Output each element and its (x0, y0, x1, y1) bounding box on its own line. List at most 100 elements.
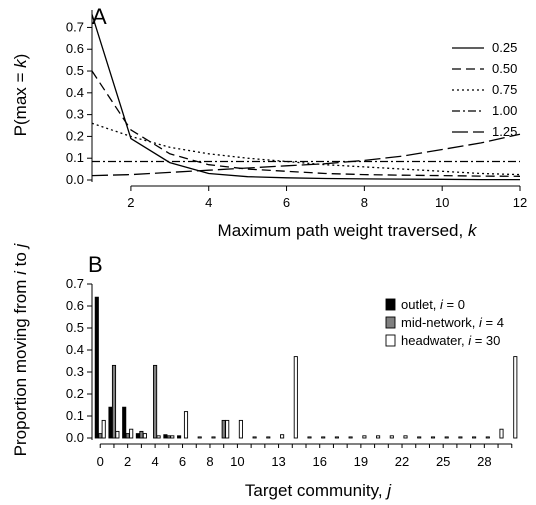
panel-b-xtick-label: 13 (271, 454, 285, 469)
panel-b-label: B (88, 252, 103, 277)
panel-b-ylabel-var2: j (11, 242, 30, 249)
panel-a-xlabel: Maximum path weight traversed, k (218, 221, 478, 240)
panel-b-bar (183, 411, 189, 439)
panel-b-legend-swatch (385, 316, 396, 329)
panel-b-ytick-label: 0.1 (66, 408, 84, 423)
panel-b-legend-swatch (385, 334, 396, 347)
panel-b-bar (221, 419, 226, 439)
panel-a-series-line (91, 122, 521, 176)
panel-b-xtick-label: 19 (354, 454, 368, 469)
panel-b-bar (485, 436, 490, 439)
panel-b-bar (156, 435, 161, 439)
panel-b-bar (94, 296, 99, 439)
panel-a-plot: 0.0 0.1 0.2 0.3 0.4 0.5 0.6 0.7 2 4 6 8 10 12 0.25 0.50… (66, 10, 527, 210)
panel-a-xtick-label: 8 (361, 195, 368, 210)
panel-b-ytick-label: 0.5 (66, 320, 84, 335)
panel-b-legend-label: outlet, i = 0 (401, 297, 465, 312)
panel-a-xtick-label: 10 (435, 195, 449, 210)
panel-b-bar (499, 428, 504, 439)
panel-b-bar (321, 436, 326, 439)
panel-b-bar (197, 436, 202, 439)
panel-b-bar (153, 364, 158, 439)
panel-a-ytick-label: 0.4 (66, 85, 84, 100)
panel-b-plot: 0.0 0.1 0.2 0.3 0.4 0.5 0.6 0.7 0 2 4 6 8 10 13 16 19 22 2… (66, 276, 518, 469)
panel-a-xtick-label: 4 (205, 195, 212, 210)
panel-b-bar (238, 419, 243, 439)
panel-a-ytick-label: 0.1 (66, 150, 84, 165)
panel-b-legend-label: headwater, i = 30 (401, 333, 500, 348)
panel-b-bar (111, 364, 117, 439)
panel-b-bar (122, 406, 127, 439)
panel-b-bar (389, 435, 394, 439)
panel-a-label: A (92, 4, 107, 29)
panel-b-bar (348, 436, 353, 439)
panel-b-xtick-label: 2 (124, 454, 131, 469)
panel-b-bar (125, 433, 130, 439)
panel-a-legend-label: 1.00 (492, 103, 517, 118)
panel-a-ylabel-close: ) (11, 54, 30, 60)
panel-b-xtick-label: 0 (97, 454, 104, 469)
panel-b-bar (513, 356, 518, 439)
panel-b-ytick-label: 0.2 (66, 386, 84, 401)
panel-b-xlabel-text: Target community, (245, 481, 383, 500)
panel-b-xlabel-var: j (385, 481, 392, 500)
panel-b-bar (403, 435, 408, 439)
panel-b-xtick-label: 25 (436, 454, 450, 469)
panel-b-bar (376, 435, 381, 439)
panel-b-ytick-label: 0.0 (66, 430, 84, 445)
panel-a-xtick-label: 6 (283, 195, 290, 210)
panel-b-bar (211, 436, 216, 439)
panel-b-bar (135, 433, 140, 439)
panel-b-bar (444, 436, 449, 439)
panel-a-series-line (91, 133, 521, 177)
panel-b-bar (115, 430, 120, 439)
panel-b-xlabel: Target community, j (245, 481, 392, 500)
panel-b-bar (280, 434, 285, 439)
panel-a-legend-label: 1.25 (492, 124, 517, 139)
panel-b-bar (166, 435, 171, 439)
panel-b-bar (177, 435, 182, 439)
panel-b-bar (252, 436, 257, 439)
panel-a-ylabel-var: k (11, 58, 30, 68)
panel-a-ytick-label: 0.3 (66, 107, 84, 122)
panel-a-xlabel-var: k (468, 221, 478, 240)
panel-b-legend-label: mid-network, i = 4 (401, 315, 504, 330)
panel-b-bar (108, 406, 113, 439)
panel-b-bar (362, 435, 367, 439)
panel-b-bar (430, 436, 436, 439)
panel-b-bar (266, 436, 271, 439)
panel-a-xlabel-text: Maximum path weight traversed, (218, 221, 464, 240)
panel-b-bar (98, 433, 103, 439)
panel-b-bar (293, 356, 298, 439)
panel-b-ytick-label: 0.7 (66, 276, 84, 291)
panel-a-legend-label: 0.25 (492, 40, 517, 55)
panel-b-xtick-label: 16 (312, 454, 326, 469)
panel-b-bar (417, 436, 422, 439)
panel-b-ytick-label: 0.3 (66, 364, 84, 379)
panel-b-xtick-label: 28 (477, 454, 491, 469)
panel-a-ytick-label: 0.0 (66, 172, 84, 187)
panel-a-ytick-label: 0.7 (66, 19, 84, 34)
panel-a-series-line (91, 70, 521, 177)
panel-b-xtick-label: 10 (230, 454, 244, 469)
panel-b-xtick-label: 8 (206, 454, 213, 469)
panel-a-ytick-label: 0.6 (66, 41, 84, 56)
panel-a-xtick-label: 12 (513, 195, 527, 210)
panel-b-bar (129, 428, 134, 439)
panel-a-series-line (91, 14, 520, 181)
panel-b-ylabel-text: Proportion moving from (11, 280, 30, 457)
panel-b-bar (307, 436, 312, 439)
panel-a-ylabel: P(max = k) (11, 54, 30, 137)
panel-b-bar (101, 419, 106, 439)
panel-a-legend-label: 0.75 (492, 82, 517, 97)
panel-a-legend-label: 0.50 (492, 61, 517, 76)
panel-b-ytick-label: 0.4 (66, 342, 84, 357)
panel-b-bar (458, 436, 463, 439)
panel-b-bar (225, 419, 230, 439)
panel-a-ylabel-text: P(max = (11, 73, 30, 137)
panel-a-ytick-label: 0.5 (66, 63, 84, 78)
panel-b-xtick-label: 6 (179, 454, 186, 469)
panel-b-ytick-label: 0.6 (66, 298, 84, 313)
panel-b-ylabel: Proportion moving from i to j (11, 242, 30, 456)
